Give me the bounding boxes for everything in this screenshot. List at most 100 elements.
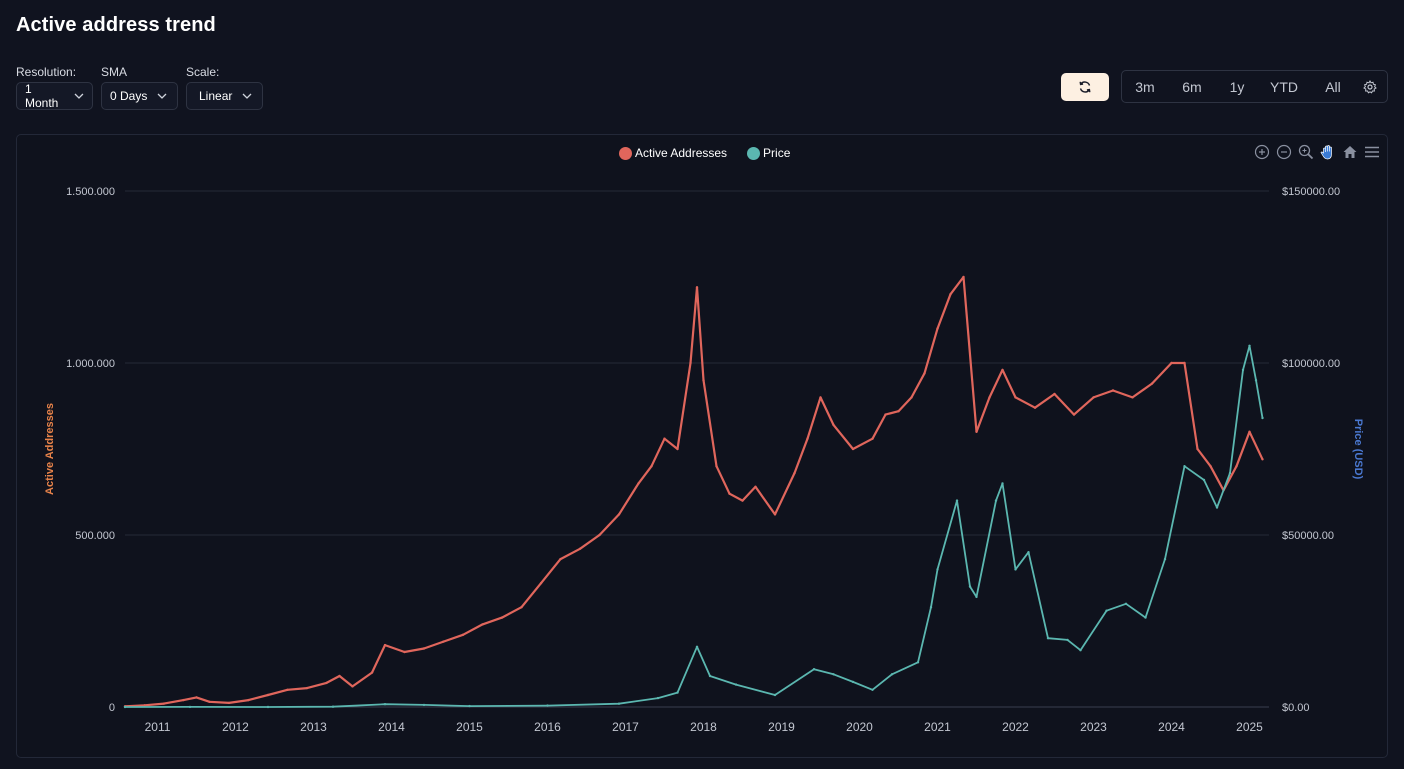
price-line-point xyxy=(890,673,894,676)
y-right-tick-label: $100000.00 xyxy=(1282,358,1340,370)
active-addresses-line-point xyxy=(923,372,926,375)
zoom-out-icon xyxy=(1276,144,1292,160)
zoom-out-button[interactable] xyxy=(1274,142,1294,162)
price-line-point xyxy=(656,696,660,700)
sma-select[interactable]: 0 Days xyxy=(101,82,178,110)
x-tick-label: 2013 xyxy=(300,720,327,734)
active-addresses-line-point xyxy=(162,702,166,705)
active-addresses-line-point xyxy=(793,471,796,475)
zoom-in-icon xyxy=(1254,144,1270,160)
chart-menu-button[interactable] xyxy=(1362,142,1382,162)
active-addresses-line-point xyxy=(897,410,900,413)
home-icon xyxy=(1343,146,1357,158)
price-line-point xyxy=(708,674,712,678)
active-addresses-line-point xyxy=(461,633,465,636)
scale-select[interactable]: Linear xyxy=(186,82,263,110)
price-line-point xyxy=(1228,471,1232,475)
range-selector: 3m 6m 1y YTD All xyxy=(1121,70,1388,103)
page-title: Active address trend xyxy=(16,14,216,36)
price-line-point xyxy=(929,606,933,609)
sma-label: SMA xyxy=(101,65,128,79)
range-3m-button[interactable]: 3m xyxy=(1135,78,1155,95)
x-tick-label: 2011 xyxy=(145,720,171,734)
active-addresses-line-point xyxy=(715,465,718,468)
zoom-in-button[interactable] xyxy=(1252,142,1272,162)
active-addresses-line-point xyxy=(1235,465,1238,468)
x-tick-label: 2022 xyxy=(1002,720,1029,734)
resolution-select[interactable]: 1 Month xyxy=(16,82,93,110)
active-addresses-line-point xyxy=(676,447,679,451)
price-line-point xyxy=(422,703,426,707)
chart-grid xyxy=(125,190,1269,708)
range-ytd-button[interactable]: YTD xyxy=(1270,78,1298,95)
active-addresses-line-point xyxy=(370,671,374,674)
legend-label: Price xyxy=(763,146,791,160)
active-addresses-line-point xyxy=(442,640,445,643)
price-line-point xyxy=(1261,416,1264,420)
x-tick-label: 2020 xyxy=(846,720,873,734)
x-tick-label: 2012 xyxy=(222,720,249,734)
active-addresses-line-point xyxy=(143,704,146,707)
price-line-point xyxy=(871,688,874,691)
price-line-point xyxy=(916,661,920,664)
chart-axes: 0 500.000 1.000.000 1.500.000 $0.00 $50000.00… xyxy=(66,186,1340,734)
active-addresses-line-point xyxy=(1111,389,1115,392)
active-addresses-line-point xyxy=(689,361,692,365)
active-addresses-line-point xyxy=(949,293,952,296)
legend-label: Active Addresses xyxy=(635,146,728,160)
pan-button[interactable] xyxy=(1318,142,1338,162)
price-line-point xyxy=(676,691,679,694)
axis-titles: Active Addresses Price (USD) xyxy=(44,403,1364,495)
active-addresses-line-point xyxy=(1033,406,1037,409)
price-line-point xyxy=(1163,557,1167,561)
active-addresses-line-point xyxy=(1001,368,1004,372)
active-addresses-line-point xyxy=(936,327,939,330)
active-addresses-line-point xyxy=(1222,489,1225,492)
active-addresses-line-point xyxy=(182,698,185,702)
y-left-axis-title: Active Addresses xyxy=(44,403,56,495)
price-line-point xyxy=(812,668,816,671)
active-addresses-line-point xyxy=(884,413,887,416)
active-addresses-line-point xyxy=(208,700,211,703)
active-addresses-line-point xyxy=(1150,382,1154,385)
active-addresses-line-point xyxy=(1131,396,1134,399)
active-addresses-line-point xyxy=(227,701,231,705)
active-addresses-line-point xyxy=(1261,458,1264,461)
reset-zoom-button[interactable] xyxy=(1340,142,1360,162)
refresh-button[interactable] xyxy=(1061,73,1109,101)
range-all-button[interactable]: All xyxy=(1325,78,1341,95)
active-addresses-line-point xyxy=(695,286,699,289)
active-addresses-line-point xyxy=(1014,396,1017,399)
chevron-down-icon xyxy=(157,93,167,99)
active-addresses-line-point xyxy=(637,482,640,485)
active-addresses-line-point xyxy=(871,437,874,440)
settings-button[interactable] xyxy=(1356,79,1384,94)
range-1y-button[interactable]: 1y xyxy=(1229,78,1245,95)
active-addresses-line-point xyxy=(500,616,504,619)
price-line-point xyxy=(266,705,270,709)
price-line-point xyxy=(1144,616,1147,619)
price-line-point xyxy=(1254,379,1258,382)
x-tick-label: 2014 xyxy=(378,720,405,734)
zoom-select-button[interactable] xyxy=(1296,142,1316,162)
active-addresses-line-point xyxy=(1072,413,1076,416)
active-addresses-line-point xyxy=(617,513,621,516)
legend-item-active-addresses[interactable]: Active Addresses xyxy=(619,146,727,160)
price-line-point xyxy=(968,585,972,588)
price-line-point xyxy=(773,693,777,697)
price-line-point xyxy=(1046,637,1050,640)
y-right-tick-label: $0.00 xyxy=(1282,702,1310,714)
price-line-point xyxy=(1202,478,1206,482)
active-addresses-line-point xyxy=(351,685,354,688)
price-line xyxy=(124,344,1264,708)
sma-control: SMA 0 Days xyxy=(101,65,178,110)
y-left-tick-label: 500.000 xyxy=(75,530,115,542)
active-addresses-line-point xyxy=(851,447,855,451)
active-addresses-line-point xyxy=(1196,447,1199,451)
chart-legend: Active Addresses Price xyxy=(619,146,810,160)
resolution-value: 1 Month xyxy=(25,82,59,110)
scale-value: Linear xyxy=(199,89,233,103)
chart-plot-area: 0 500.000 1.000.000 1.500.000 $0.00 $50000.00… xyxy=(44,186,1364,734)
legend-item-price[interactable]: Price xyxy=(747,146,790,160)
range-6m-button[interactable]: 6m xyxy=(1182,78,1202,95)
